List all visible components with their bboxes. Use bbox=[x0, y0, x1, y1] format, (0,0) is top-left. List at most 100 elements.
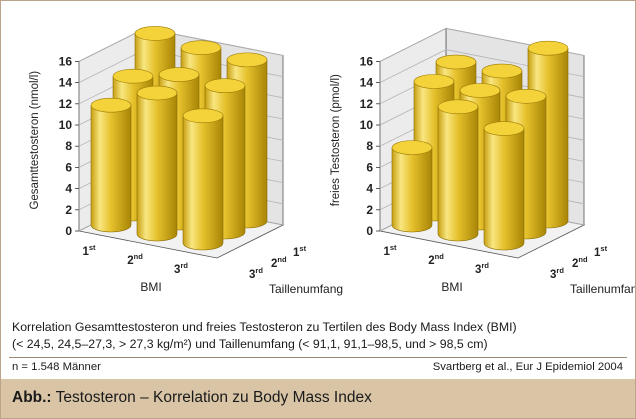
waist-category-label-suffix: st bbox=[600, 244, 607, 253]
bmi-category-label-number: 1 bbox=[82, 246, 89, 258]
footer-title: Testosteron – Korrelation zu Body Mass I… bbox=[55, 389, 372, 406]
bar bbox=[437, 99, 479, 242]
bmi-category-label-number: 1 bbox=[383, 246, 390, 258]
footer-prefix: Abb.: bbox=[12, 389, 52, 406]
y-tick-label: 2 bbox=[366, 203, 373, 217]
waist-category-label-number: 3 bbox=[249, 269, 255, 281]
z-axis-label: Taillenumfang bbox=[570, 282, 636, 296]
waist-category-label: 3rd bbox=[550, 266, 564, 281]
bmi-category-label-suffix: rd bbox=[481, 261, 489, 270]
bmi-category-label-number: 3 bbox=[475, 264, 481, 276]
bar bbox=[391, 140, 433, 233]
waist-category-label-suffix: nd bbox=[578, 255, 588, 264]
y-tick-label: 14 bbox=[59, 76, 73, 90]
x-axis-label: BMI bbox=[140, 280, 161, 294]
waist-category-label-suffix: rd bbox=[255, 266, 263, 275]
y-tick-label: 16 bbox=[360, 54, 374, 68]
bmi-category-label-suffix: st bbox=[89, 243, 96, 252]
bmi-category-label-number: 2 bbox=[428, 255, 434, 267]
sample-size-note: n = 1.548 Männer bbox=[12, 361, 101, 373]
source-citation: Svartberg et al., Eur J Epidemiol 2004 bbox=[432, 361, 623, 373]
bmi-category-label: 1st bbox=[82, 243, 96, 258]
waist-category-label-number: 2 bbox=[271, 258, 277, 270]
bar bbox=[136, 85, 178, 242]
waist-category-label-number: 3 bbox=[550, 269, 556, 281]
y-tick-label: 12 bbox=[59, 97, 73, 111]
figure-footer: Abb.: Testosteron – Korrelation zu Body … bbox=[1, 379, 635, 418]
bmi-category-label-suffix: rd bbox=[180, 261, 188, 270]
waist-category-label-suffix: st bbox=[299, 244, 306, 253]
bar-top bbox=[134, 26, 176, 41]
bar-top bbox=[437, 99, 479, 115]
y-tick-label: 4 bbox=[65, 182, 72, 196]
bar-body bbox=[437, 106, 479, 242]
bar-top bbox=[459, 83, 501, 98]
bmi-category-label: 3rd bbox=[174, 261, 188, 276]
bar bbox=[182, 108, 224, 251]
waist-category-label-suffix: rd bbox=[556, 266, 564, 275]
y-tick-label: 8 bbox=[366, 139, 373, 153]
y-tick-label: 8 bbox=[65, 139, 72, 153]
bar-top bbox=[435, 54, 477, 70]
bar bbox=[483, 121, 525, 251]
waist-category-label-number: 2 bbox=[572, 258, 578, 270]
bmi-category-label: 2nd bbox=[428, 252, 444, 267]
bar-body bbox=[182, 115, 224, 251]
y-tick-label: 0 bbox=[65, 224, 72, 238]
waist-category-label: 3rd bbox=[249, 266, 263, 281]
waist-category-label: 1st bbox=[293, 244, 307, 259]
bar-top bbox=[505, 89, 547, 104]
bmi-category-label-suffix: nd bbox=[435, 252, 445, 261]
bar-top bbox=[226, 52, 268, 68]
bmi-category-label-suffix: nd bbox=[134, 252, 144, 261]
y-tick-label: 0 bbox=[366, 224, 373, 238]
bar-top bbox=[136, 85, 178, 101]
bar-top bbox=[158, 67, 200, 82]
bar-top bbox=[481, 63, 523, 79]
waist-category-label-number: 1 bbox=[594, 247, 601, 259]
y-tick-label: 14 bbox=[360, 76, 374, 90]
y-tick-label: 6 bbox=[65, 160, 72, 174]
bar-top bbox=[182, 108, 224, 124]
bar-body bbox=[483, 128, 525, 251]
footer-label: Abb.: Testosteron – Korrelation zu Body … bbox=[12, 389, 372, 407]
y-tick-label: 10 bbox=[59, 118, 73, 132]
caption-line-1: Korrelation Gesamttestosteron und freies… bbox=[12, 320, 517, 334]
y-tick-label: 4 bbox=[366, 182, 373, 196]
bar-top bbox=[90, 97, 132, 113]
bar-top bbox=[180, 40, 222, 56]
bar-top bbox=[527, 40, 569, 56]
y-tick-label: 2 bbox=[65, 203, 72, 217]
bar-top bbox=[413, 74, 455, 89]
bar-top bbox=[112, 68, 154, 84]
bmi-category-label: 1st bbox=[383, 243, 397, 258]
bar-body bbox=[90, 104, 132, 233]
bar-body bbox=[136, 92, 178, 242]
bmi-category-label-number: 3 bbox=[174, 264, 180, 276]
y-tick-label: 12 bbox=[360, 97, 374, 111]
caption-line-2: (< 24,5, 24,5–27,3, > 27,3 kg/m²) und Ta… bbox=[12, 336, 488, 351]
waist-category-label-suffix: nd bbox=[277, 255, 287, 264]
bmi-category-label: 3rd bbox=[475, 261, 489, 276]
y-tick-label: 6 bbox=[366, 160, 373, 174]
waist-category-label: 2nd bbox=[271, 255, 287, 270]
x-axis-label: BMI bbox=[441, 280, 462, 294]
y-axis-label: freies Testosteron (pmol/l) bbox=[330, 74, 342, 206]
y-tick-label: 16 bbox=[59, 54, 73, 68]
figure-caption: Korrelation Gesamttestosteron und freies… bbox=[12, 319, 612, 352]
bar-top bbox=[204, 78, 246, 94]
bar bbox=[90, 97, 132, 233]
waist-category-label-number: 1 bbox=[293, 247, 300, 259]
y-axis-label: Gesamttestosteron (nmol/l) bbox=[29, 71, 41, 210]
caption-divider bbox=[9, 357, 627, 358]
bmi-category-label: 2nd bbox=[127, 252, 143, 267]
waist-category-label: 2nd bbox=[572, 255, 588, 270]
bmi-category-label-suffix: st bbox=[390, 243, 397, 252]
bar-top bbox=[483, 121, 525, 136]
z-axis-label: Taillenumfang bbox=[269, 282, 343, 296]
bar-body bbox=[391, 147, 433, 233]
